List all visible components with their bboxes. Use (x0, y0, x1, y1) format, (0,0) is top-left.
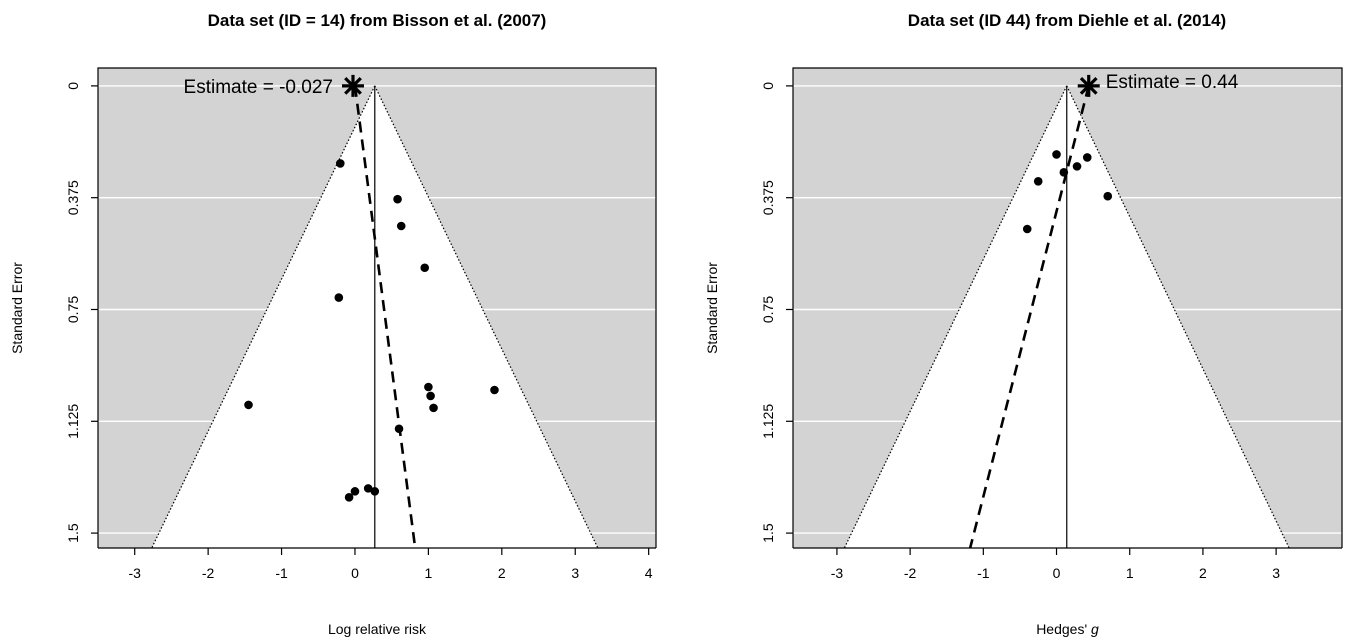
regression-line (968, 85, 1090, 548)
y-tick-label-2: 0.75 (760, 296, 776, 323)
y-tick-label-0: 0 (65, 82, 81, 90)
y-tick-label-1: 0.375 (760, 180, 776, 215)
estimate-label: Estimate = -0.027 (184, 77, 333, 98)
x-tick-label-6: 3 (571, 565, 579, 581)
funnel-edge-right (374, 85, 599, 548)
x-tick-label-4: 1 (424, 565, 432, 581)
x-tick-label-6: 3 (1272, 565, 1280, 581)
funnel-edge-left (843, 85, 1068, 548)
x-axis-label: Log relative risk (328, 621, 427, 637)
y-tick-label-0: 0 (760, 82, 776, 90)
x-tick-label-3: 0 (1053, 565, 1061, 581)
x-tick-label-4: 1 (1126, 565, 1134, 581)
data-point-7 (426, 391, 435, 401)
data-point-6 (490, 385, 499, 395)
y-tick-label-4: 1.5 (760, 523, 776, 543)
estimate-star (1077, 74, 1100, 97)
x-tick-label-0: -3 (831, 565, 844, 581)
x-tick-label-5: 2 (1199, 565, 1207, 581)
data-point-14 (370, 487, 380, 496)
estimate-star (341, 74, 364, 97)
data-point-4 (334, 293, 344, 302)
x-tick-label-7: 4 (645, 565, 653, 581)
data-point-4 (1033, 176, 1043, 186)
y-axis-label: Standard Error (9, 262, 25, 354)
y-tick-label-4: 1.5 (65, 523, 81, 543)
estimate-label: Estimate = 0.44 (1106, 72, 1239, 93)
x-tick-label-5: 2 (498, 565, 506, 581)
data-point-10 (394, 424, 404, 434)
data-point-5 (424, 382, 433, 392)
chart-title: Data set (ID 44) from Diehle et al. (201… (908, 11, 1226, 30)
plot-border (97, 67, 657, 548)
chart-title: Data set (ID = 14) from Bisson et al. (2… (208, 11, 547, 30)
x-tick-label-0: -3 (128, 565, 141, 581)
data-point-2 (396, 221, 406, 231)
data-point-13 (363, 484, 373, 493)
y-tick-label-1: 0.375 (65, 180, 81, 215)
regression-line (353, 85, 417, 548)
chart-panel-1: Estimate = -0.027 -3 -2 -1 0 1 2 3 4 0 0.375 0.75 1.… (9, 11, 657, 637)
y-axis-label: Standard Error (704, 262, 720, 354)
x-tick-label-1: -2 (904, 565, 917, 581)
y-tick-label-3: 1.125 (65, 404, 81, 439)
funnel-edge-right (1066, 85, 1290, 548)
data-point-5 (1103, 191, 1113, 201)
y-tick-label-3: 1.125 (760, 404, 776, 439)
funnel-edge-left (151, 85, 376, 548)
data-point-3 (1059, 168, 1069, 177)
x-axis-label: Hedges' g (1036, 621, 1099, 637)
data-point-3 (420, 263, 430, 273)
x-tick-label-2: -1 (977, 565, 990, 581)
data-point-9 (244, 400, 253, 410)
data-point-1 (393, 194, 402, 204)
data-point-6 (1022, 224, 1032, 234)
x-tick-label-3: 0 (351, 565, 359, 581)
data-point-0 (335, 159, 345, 168)
y-tick-label-2: 0.75 (65, 296, 81, 323)
data-point-12 (350, 487, 360, 496)
data-point-2 (1072, 162, 1082, 171)
x-tick-label-2: -1 (275, 565, 288, 581)
data-point-11 (344, 493, 354, 502)
data-point-0 (1052, 150, 1061, 159)
data-point-1 (1082, 153, 1092, 162)
x-tick-label-1: -2 (202, 565, 215, 581)
chart-panel-2: Estimate = 0.44 -3 -2 -1 0 1 2 3 0 0.375 0.75 1.125… (704, 11, 1343, 637)
plot-border (792, 67, 1343, 548)
data-point-8 (429, 403, 438, 413)
